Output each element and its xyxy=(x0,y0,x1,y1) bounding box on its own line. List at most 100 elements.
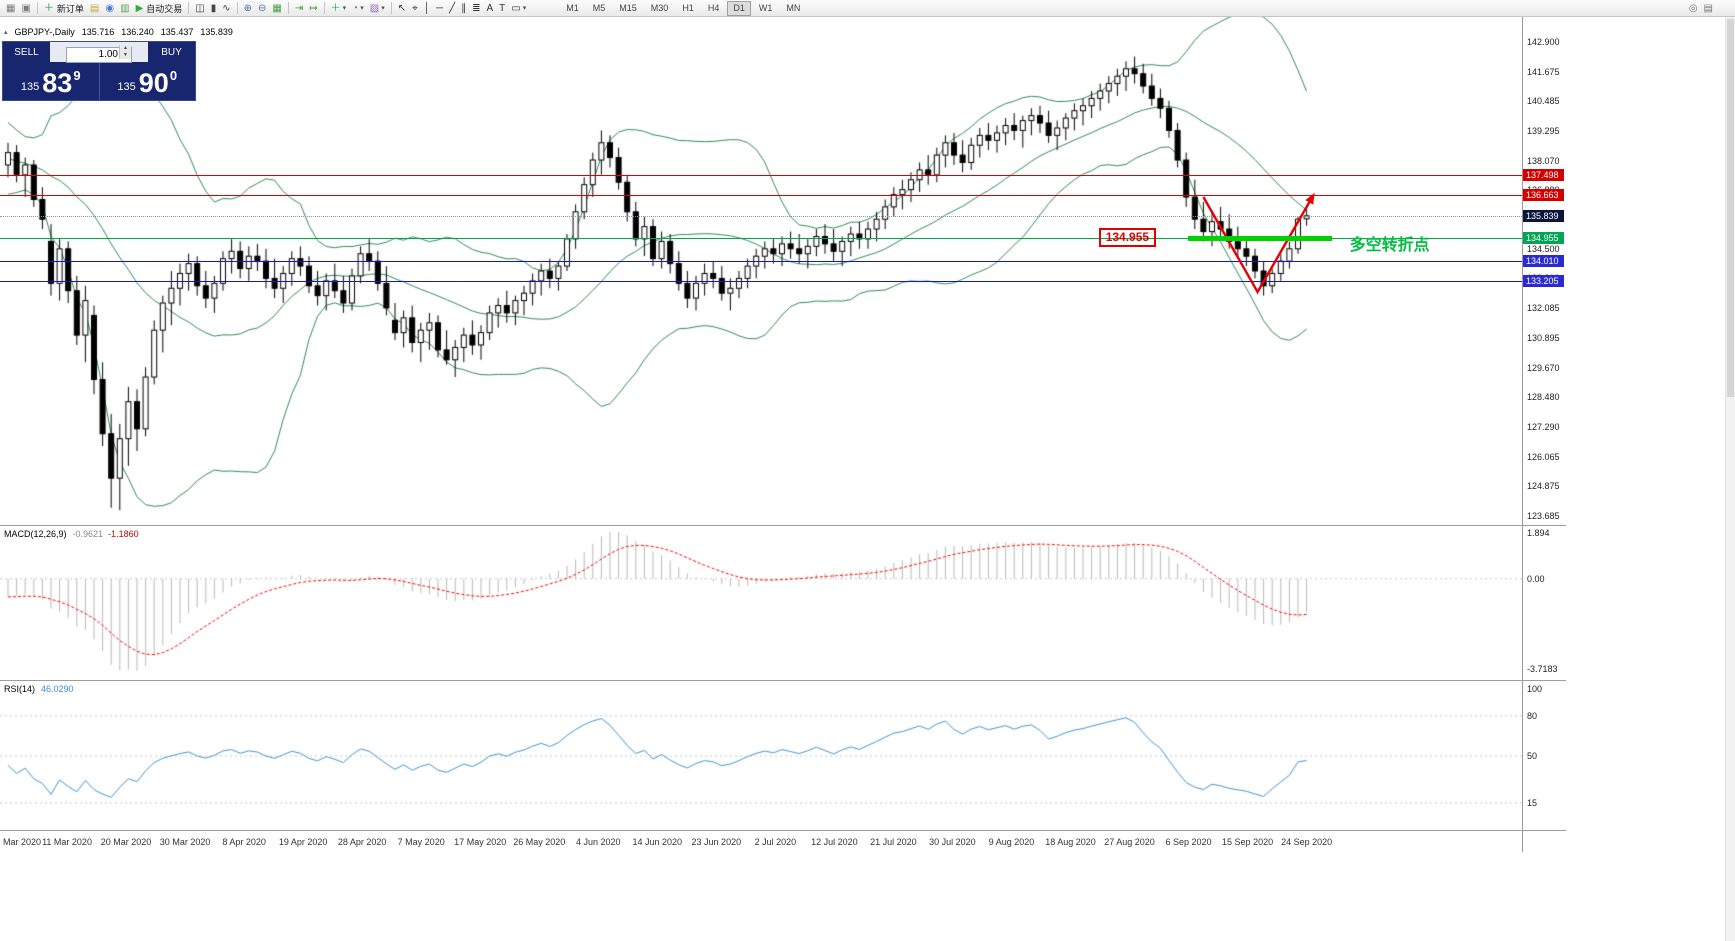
market-watch-icon[interactable]: ▤ xyxy=(87,1,102,16)
ohlc-high: 136.240 xyxy=(121,27,154,37)
price-axis-label: 123.685 xyxy=(1527,510,1560,521)
timeframe-button-m1[interactable]: M1 xyxy=(566,2,579,13)
toolbar-separator xyxy=(236,2,238,14)
shapes-menu[interactable]: ▭ ▾ xyxy=(508,1,529,16)
rsi-label: RSI(14) xyxy=(4,684,36,694)
timeframe-button-h1[interactable]: H1 xyxy=(682,2,694,13)
timeframe-button-m5[interactable]: M5 xyxy=(592,2,606,13)
price-axis-label: 136.880 xyxy=(1527,185,1560,196)
buy-button[interactable]: BUY xyxy=(148,42,195,62)
autotrade-button[interactable]: ▶ 自动交易 xyxy=(133,1,186,16)
chart-shift-icon[interactable]: ↦ xyxy=(306,1,320,16)
symbol-period-label: GBPJPY-,Daily xyxy=(14,27,75,37)
ask-big-digits: 90 xyxy=(138,68,169,98)
support-segment[interactable] xyxy=(1187,235,1333,241)
terminal-icon[interactable]: ▥ xyxy=(117,1,132,16)
new-chart-icon[interactable]: ▦ xyxy=(3,1,18,16)
crosshair-tool-icon[interactable]: ⌖ xyxy=(409,1,421,16)
price-tag: 133.205 xyxy=(1523,274,1564,287)
templates-menu[interactable]: ▨ ▾ xyxy=(367,1,388,16)
zoom-in-icon[interactable]: ⊕ xyxy=(241,1,255,16)
dropdown-caret-icon: ▾ xyxy=(381,5,385,12)
periods-menu[interactable]: ◔ ▾ xyxy=(349,1,367,16)
date-label: 15 Sep 2020 xyxy=(1222,837,1274,847)
price-axis-label: 128.480 xyxy=(1527,392,1560,403)
search-icon-glyph: ◎ xyxy=(1688,2,1698,14)
bid-price[interactable]: 135 83 9 xyxy=(3,62,99,100)
rsi-axis-label: 15 xyxy=(1527,797,1538,808)
price-tag: 137.498 xyxy=(1523,168,1564,181)
text-tool-icon[interactable]: A xyxy=(484,1,497,16)
fibonacci-tool-icon[interactable]: ≣ xyxy=(469,1,483,16)
vertical-line-tool-icon[interactable]: │ xyxy=(421,1,433,16)
price-tag: 134.955 xyxy=(1523,231,1564,244)
axis-separator xyxy=(1522,17,1523,852)
autotrade-button-label: 自动交易 xyxy=(146,3,183,14)
ohlc-close: 135.839 xyxy=(200,27,233,37)
market-watch-icon-glyph: ▤ xyxy=(89,2,100,14)
label-tool-icon[interactable]: T xyxy=(496,1,508,16)
price-axis-label: 140.485 xyxy=(1527,96,1560,107)
price-axis-label: 129.670 xyxy=(1527,362,1560,373)
scrollbar-thumb[interactable] xyxy=(1727,19,1734,397)
macd-canvas[interactable] xyxy=(0,526,1522,681)
price-chart-canvas[interactable] xyxy=(0,17,1522,525)
line-chart-type-icon[interactable]: ∿ xyxy=(219,1,233,16)
search-icon[interactable]: ◎ xyxy=(1686,1,1701,16)
candlestick-type-icon-glyph: ▮ xyxy=(210,2,217,14)
volume-input[interactable] xyxy=(66,46,132,63)
date-label: 21 Jul 2020 xyxy=(870,837,917,847)
dropdown-caret-icon: ▾ xyxy=(360,5,364,12)
rsi-axis-label: 80 xyxy=(1527,710,1538,721)
main-toolbar: ▦ ▣ ＋新订单 ▤ ◉ ▥ ▶ 自动交易 ◫ ▮ ∿ ⊕ ⊖ ▦ ⇥ ↦ ＋ ▾ ◔ ▾ ▨ ▾ ↖ ⌖ │ ─ ╱ ∥ ≣ A T ▭ ▾ M… xyxy=(0,0,1735,17)
channel-tool-icon[interactable]: ∥ xyxy=(458,1,469,16)
trendline-tool-icon[interactable]: ╱ xyxy=(446,1,458,16)
price-callout-box[interactable]: 134.955 xyxy=(1098,227,1157,247)
profiles-icon-glyph: ▣ xyxy=(21,2,31,14)
auto-scroll-icon[interactable]: ⇥ xyxy=(292,1,306,16)
spinner-up-icon[interactable]: ▲ xyxy=(123,45,128,51)
zoom-out-icon[interactable]: ⊖ xyxy=(255,1,269,16)
rsi-axis-label: 50 xyxy=(1527,751,1538,761)
spinner-down-icon[interactable]: ▼ xyxy=(123,52,128,58)
date-label: 14 Jun 2020 xyxy=(632,837,683,847)
bid-pip-digit: 9 xyxy=(73,68,81,83)
tile-windows-icon[interactable]: ▦ xyxy=(269,1,284,16)
timeframe-button-m15[interactable]: M15 xyxy=(619,2,637,13)
text-tool-icon-glyph: A xyxy=(486,2,494,14)
new-order-button[interactable]: ＋新订单 xyxy=(41,1,87,16)
sell-button[interactable]: SELL xyxy=(3,42,50,62)
price-axis-label: 138.070 xyxy=(1527,155,1560,166)
data-window-icon[interactable]: ◉ xyxy=(102,1,117,16)
zoom-in-icon-glyph: ⊕ xyxy=(243,2,253,14)
cursor-tool-icon[interactable]: ↖ xyxy=(395,1,409,16)
vertical-scrollbar[interactable] xyxy=(1725,17,1735,941)
horizontal-line-tool-icon-glyph: ─ xyxy=(435,2,444,14)
annotation-text[interactable]: 多空转折点 xyxy=(1349,237,1430,255)
date-label: 26 May 2020 xyxy=(513,837,566,847)
alerts-icon[interactable]: ▤ xyxy=(1701,1,1716,16)
ask-price[interactable]: 135 90 0 xyxy=(100,62,196,100)
date-label: 20 Mar 2020 xyxy=(100,837,152,847)
timeframe-button-m30[interactable]: M30 xyxy=(650,2,669,13)
indicators-menu[interactable]: ＋ ▾ xyxy=(328,1,350,16)
profiles-icon[interactable]: ▣ xyxy=(18,1,33,16)
timeframe-button-w1[interactable]: W1 xyxy=(758,2,773,13)
candlestick-type-icon[interactable]: ▮ xyxy=(208,1,220,16)
rsi-canvas[interactable] xyxy=(0,681,1522,831)
rsi-panel: RSI(14) 46.0290 100 80 50 15 xyxy=(0,680,1566,831)
price-tag: 134.010 xyxy=(1523,254,1564,267)
horizontal-line-tool-icon[interactable]: ─ xyxy=(433,1,446,16)
tile-windows-icon-glyph: ▦ xyxy=(272,2,282,14)
ask-prefix: 135 xyxy=(117,81,136,93)
rsi-axis-label: 100 xyxy=(1527,684,1543,694)
chart-ohlc-line: ▴ GBPJPY-,Daily 135.716 136.240 135.437 … xyxy=(4,27,233,37)
timeframe-button-d1[interactable]: D1 xyxy=(727,0,751,16)
bar-chart-type-icon[interactable]: ◫ xyxy=(192,1,207,16)
volume-spinner[interactable]: ▲ ▼ xyxy=(119,45,131,59)
macd-label: MACD(12,26,9) xyxy=(4,529,67,539)
timeframe-button-mn[interactable]: MN xyxy=(786,2,801,13)
timeframe-button-h4[interactable]: H4 xyxy=(707,2,720,13)
bar-chart-type-icon-glyph: ◫ xyxy=(195,2,205,14)
date-label: 6 Sep 2020 xyxy=(1165,837,1212,847)
